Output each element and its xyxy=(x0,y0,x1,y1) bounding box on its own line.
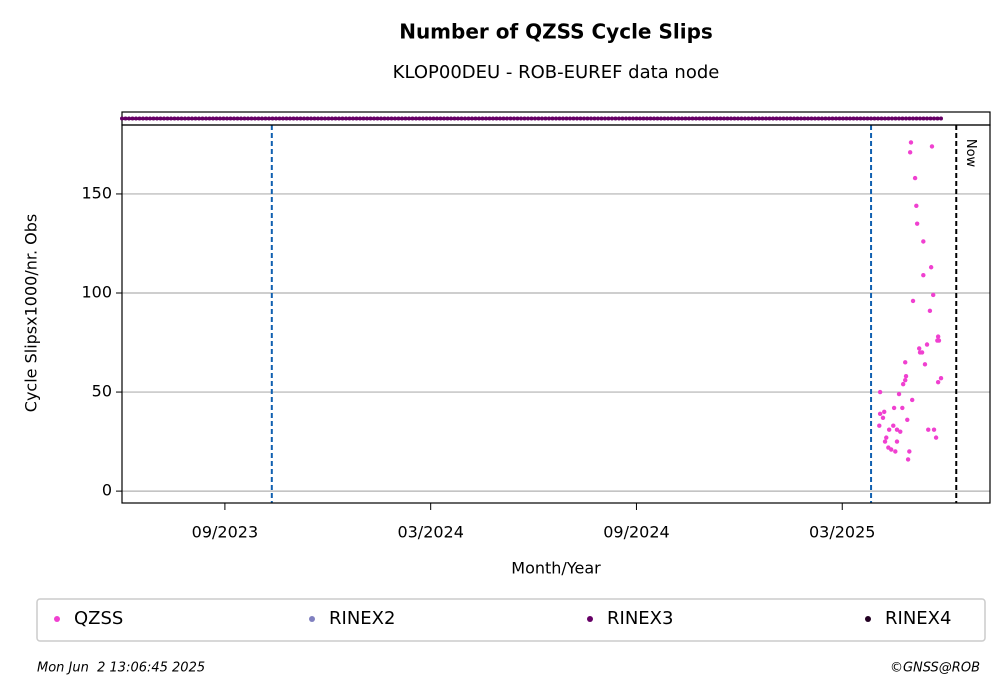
data-point xyxy=(891,423,896,428)
data-point xyxy=(880,415,886,421)
data-point xyxy=(931,427,937,432)
data-point xyxy=(894,439,900,444)
chart-title: Number of QZSS Cycle Slips xyxy=(399,20,713,44)
data-point xyxy=(910,298,916,304)
data-point xyxy=(914,221,920,226)
data-point xyxy=(905,457,911,462)
data-point xyxy=(900,405,905,411)
data-point xyxy=(921,239,926,244)
data-point xyxy=(898,429,903,434)
y-tick-label: 0 xyxy=(102,481,112,500)
footer-date: Mon Jun 2 13:06:45 2025 xyxy=(37,661,205,676)
legend-marker xyxy=(54,616,60,622)
data-point xyxy=(929,144,935,149)
data-point xyxy=(922,362,928,367)
data-point xyxy=(889,447,894,452)
legend-marker xyxy=(309,616,315,622)
data-point xyxy=(882,409,887,415)
data-point xyxy=(903,377,908,383)
data-point xyxy=(905,417,910,422)
data-point xyxy=(891,405,897,411)
data-point xyxy=(908,140,914,145)
data-point xyxy=(877,423,882,428)
x-tick-label: 09/2023 xyxy=(192,523,258,542)
legend-label: RINEX2 xyxy=(329,608,395,629)
data-point xyxy=(921,272,926,278)
y-tick-label: 50 xyxy=(92,382,112,401)
data-point xyxy=(931,292,936,298)
plot-frame xyxy=(121,124,991,504)
data-point xyxy=(877,389,883,395)
data-point xyxy=(903,374,909,379)
data-point xyxy=(900,381,906,387)
data-point xyxy=(877,411,883,417)
x-tick-label: 09/2024 xyxy=(603,523,669,542)
x-axis-label: Month/Year xyxy=(511,559,601,578)
footer-credit: ©GNSS@ROB xyxy=(890,661,980,676)
data-point xyxy=(935,334,941,339)
legend-marker xyxy=(587,616,593,622)
data-point xyxy=(927,308,933,314)
data-point xyxy=(935,379,941,385)
data-point xyxy=(903,360,908,365)
data-point xyxy=(917,346,922,351)
data-point xyxy=(933,435,939,440)
data-point xyxy=(894,427,900,432)
data-point xyxy=(882,439,888,444)
y-axis-label: Cycle Slipsx1000/nr. Obs xyxy=(22,214,41,412)
x-tick-label: 03/2025 xyxy=(809,523,875,542)
legend-marker xyxy=(865,616,871,622)
data-point xyxy=(936,338,942,343)
legend-box xyxy=(36,598,986,642)
data-point xyxy=(924,342,930,347)
data-point xyxy=(907,150,913,155)
now-label: Now xyxy=(963,139,978,168)
data-point xyxy=(893,449,898,454)
data-point xyxy=(884,435,889,440)
data-point xyxy=(926,427,931,432)
data-point xyxy=(896,391,902,397)
chart-subtitle: KLOP00DEU - ROB-EUREF data node xyxy=(393,62,720,83)
y-tick-label: 100 xyxy=(81,283,112,302)
data-point xyxy=(928,265,934,270)
data-point xyxy=(910,397,915,403)
legend-label: RINEX3 xyxy=(607,608,673,629)
data-point xyxy=(938,375,944,381)
data-point xyxy=(907,449,912,454)
data-point xyxy=(912,175,918,181)
data-point xyxy=(914,203,919,209)
x-tick-label: 03/2024 xyxy=(397,523,463,542)
data-point xyxy=(886,427,892,432)
y-tick-label: 150 xyxy=(81,183,112,202)
data-point xyxy=(919,350,925,355)
legend-label: RINEX4 xyxy=(885,608,951,629)
legend-label: QZSS xyxy=(74,608,123,629)
